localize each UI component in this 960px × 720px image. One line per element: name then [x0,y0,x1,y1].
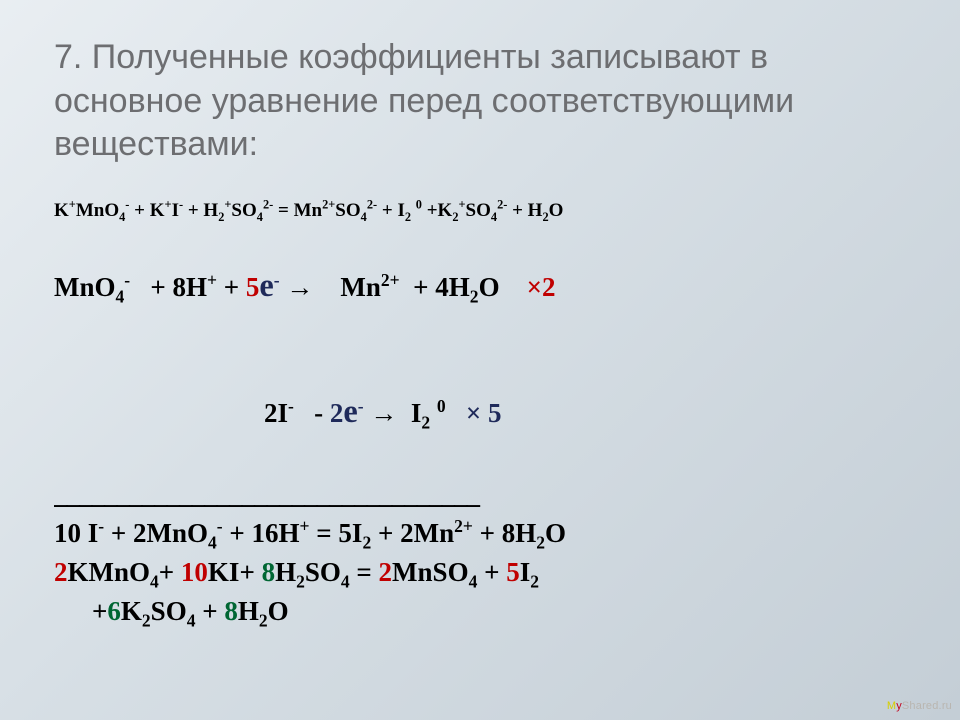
ionic-equation: 10 I- + 2MnO4- + 16H+ = 5I2 + 2Mn2+ + 8H… [54,514,906,553]
equation-initial: K+MnO4- + K+I- + H2+SO42- = Mn2+SO42- + … [54,197,906,225]
half-reaction-reduction: MnO4- + 8H+ + 5е- → Mn2+ + 4H2O ×2 [54,224,906,349]
full-equation-line2: +6K2SO4 + 8H2O [54,592,906,631]
slide-body: K+MnO4- + K+I- + H2+SO42- = Mn2+SO42- + … [54,197,906,632]
full-equation-line1: 2KMnO4+ 10KI+ 8H2SO4 = 2MnSO4 + 5I2 [54,553,906,592]
divider-line: __________________________________ [54,475,906,514]
slide-title: 7. Полученные коэффициенты записывают в … [54,36,906,167]
watermark-logo: MyShared.ru [887,700,952,712]
half-reaction-oxidation: 2I- - 2е- → I2 0 × 5 [54,349,906,474]
